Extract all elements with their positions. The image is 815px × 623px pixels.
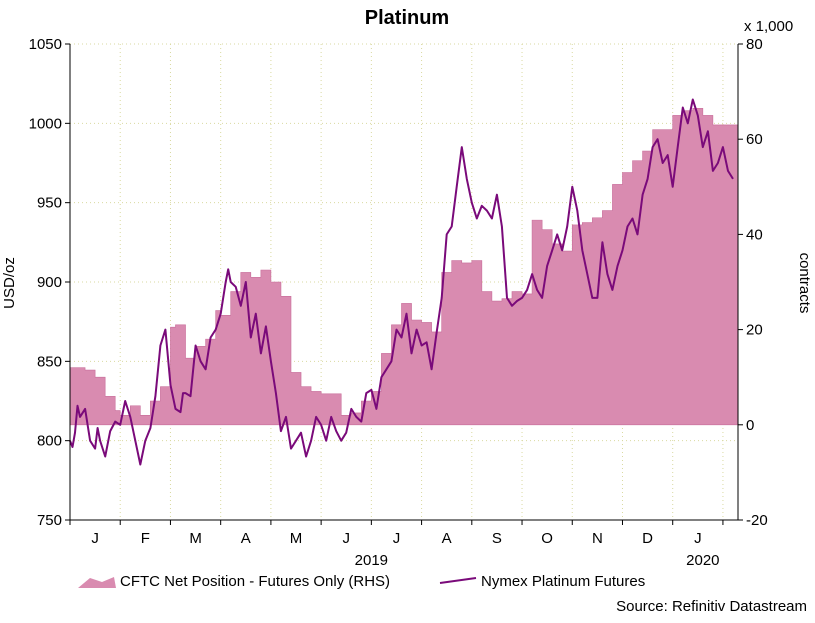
cftc-area-layer [69,107,739,426]
legend: CFTC Net Position - Futures Only (RHS) N… [78,573,645,590]
right-tick-label: 60 [746,131,763,148]
right-tick-label: -20 [746,512,768,529]
left-tick-label: 950 [37,195,62,212]
nymex-line-layer [69,98,734,466]
left-tick-label: 800 [37,433,62,450]
legend-area-swatch [78,577,116,588]
left-tick-label: 1050 [29,36,62,53]
x-tick-label: F [141,530,150,547]
x-tick-label: M [189,530,202,547]
legend-label-cftc: CFTC Net Position - Futures Only (RHS) [120,573,390,590]
left-tick-label: 850 [37,353,62,370]
year-label: 2020 [686,552,719,569]
x-tick-label: A [241,530,251,547]
right-axis-label: contracts [796,253,813,314]
x-tick-label: J [393,530,401,547]
left-tick-label: 1000 [29,115,62,132]
left-axis-label: USD/oz [1,257,18,309]
nymex-line [69,98,734,466]
right-tick-label: 0 [746,417,754,434]
x-tick-label: D [642,530,653,547]
x-tick-label: N [592,530,603,547]
right-axis-multiplier: x 1,000 [744,18,793,35]
x-tick-label: J [694,530,702,547]
right-tick-label: 20 [746,322,763,339]
x-tick-label: S [492,530,502,547]
left-tick-label: 750 [37,512,62,529]
chart-title: Platinum [365,7,449,29]
x-tick-label: J [342,530,350,547]
left-tick-label: 900 [37,274,62,291]
right-tick-label: 40 [746,226,763,243]
x-tick-label: O [541,530,553,547]
right-tick-label: 80 [746,36,763,53]
x-tick-label: M [290,530,303,547]
source-note: Source: Refinitiv Datastream [616,598,807,615]
x-tick-label: J [91,530,99,547]
axes: 750 800 850 900 950 1000 1050 -20 0 20 40 60 80 J F M A M… [29,36,768,569]
cftc-area [69,107,739,426]
legend-line-swatch [439,577,477,584]
x-tick-label: A [442,530,452,547]
legend-label-nymex: Nymex Platinum Futures [481,573,645,590]
year-label: 2019 [355,552,388,569]
